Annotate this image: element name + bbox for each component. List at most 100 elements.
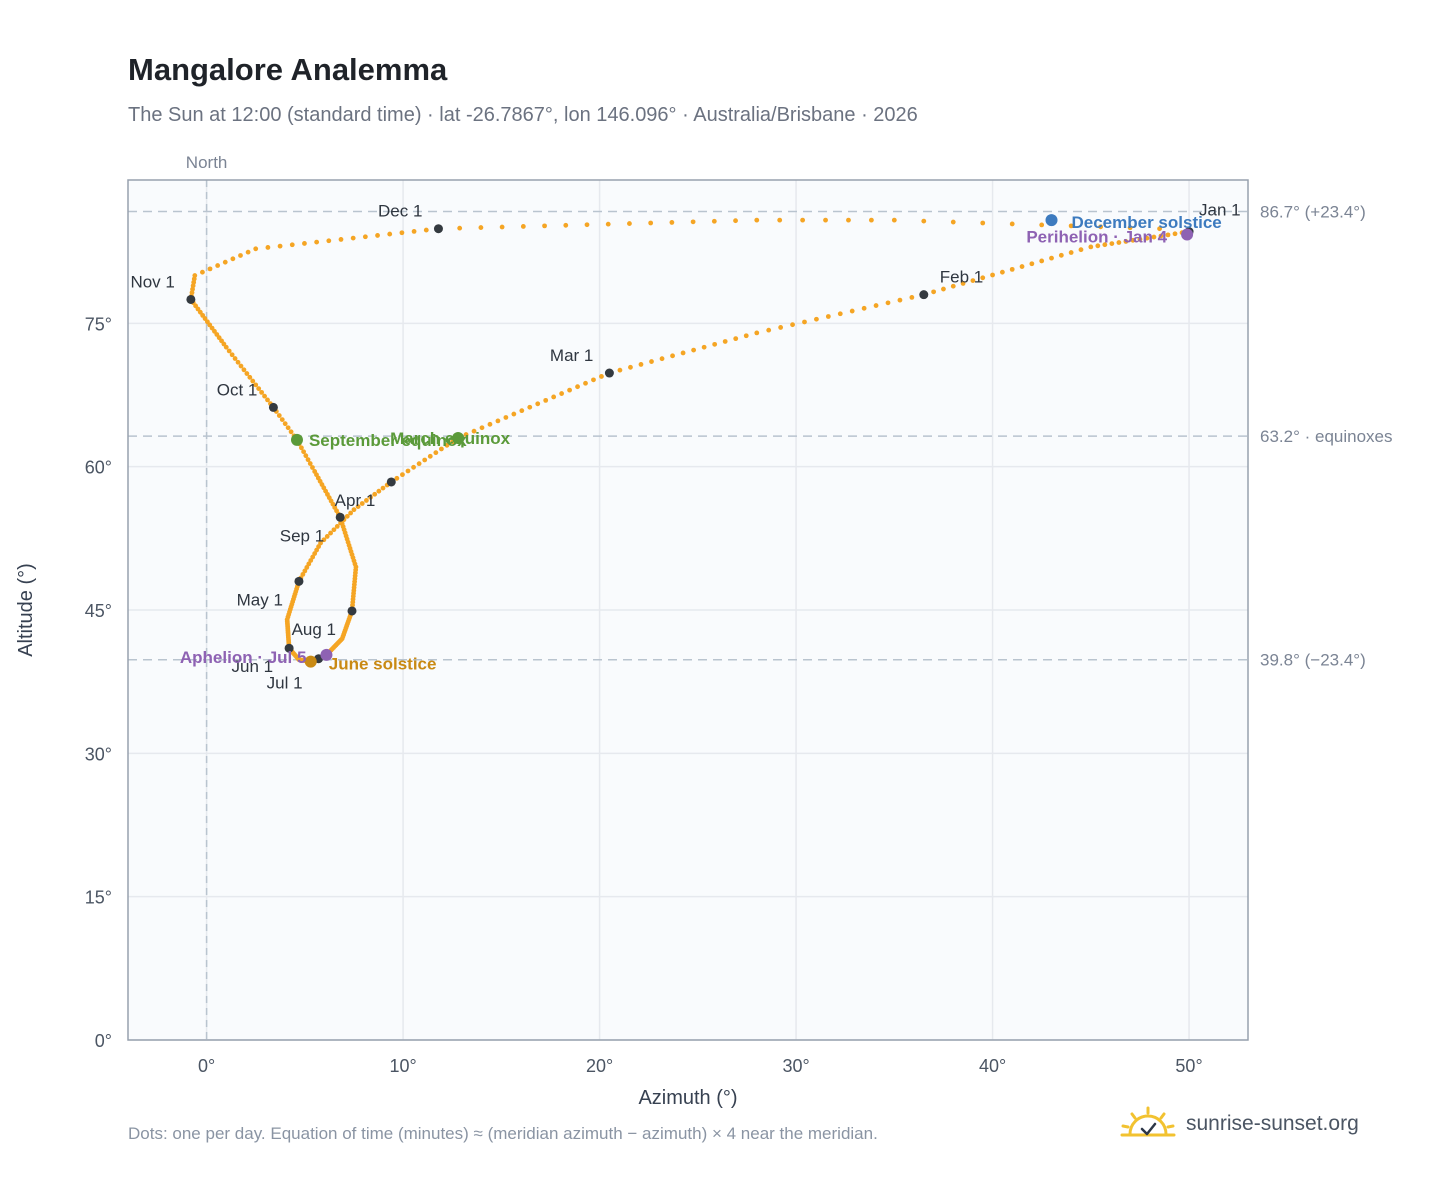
- x-tick-label: 0°: [198, 1056, 215, 1076]
- month-marker: [294, 576, 304, 586]
- daily-sun-dot: [733, 218, 738, 224]
- daily-sun-dot: [1098, 224, 1104, 230]
- daily-sun-dot: [400, 472, 405, 478]
- daily-sun-dot: [711, 218, 717, 224]
- y-tick-label: 60°: [85, 458, 112, 478]
- daily-sun-dot: [837, 311, 843, 317]
- daily-sun-dot: [733, 336, 739, 342]
- daily-sun-dot: [1009, 221, 1015, 227]
- daily-sun-dot: [376, 488, 382, 494]
- daily-sun-dot: [307, 461, 313, 466]
- daily-sun-dot: [265, 397, 270, 403]
- daily-sun-dot: [778, 325, 784, 330]
- daily-sun-dot: [253, 246, 259, 252]
- daily-sun-dot: [638, 362, 644, 367]
- daily-sun-dot: [279, 417, 285, 423]
- daily-sun-dot: [302, 241, 307, 246]
- daily-sun-dot: [1068, 223, 1074, 229]
- daily-sun-dot: [669, 220, 675, 225]
- daily-sun-dot: [520, 224, 526, 229]
- daily-sun-dot: [885, 300, 891, 306]
- daily-sun-dot: [1151, 234, 1157, 240]
- daily-sun-dot: [230, 256, 236, 262]
- daily-sun-dot: [691, 347, 697, 353]
- daily-sun-dot: [372, 491, 378, 497]
- daily-sun-dot: [584, 222, 590, 228]
- daily-sun-dot: [1039, 222, 1045, 228]
- daily-sun-dot: [411, 229, 417, 234]
- daily-sun-dot: [359, 501, 365, 506]
- month-label: May 1: [237, 590, 283, 609]
- daily-sun-dot: [321, 537, 327, 543]
- daily-sun-dot: [422, 457, 428, 463]
- daily-sun-dot: [324, 534, 330, 539]
- daily-sun-dot: [1102, 242, 1108, 248]
- x-tick-label: 30°: [782, 1056, 809, 1076]
- daily-sun-dot: [897, 297, 903, 303]
- month-marker: [186, 294, 196, 304]
- y-tick-label: 45°: [85, 601, 112, 621]
- event-label: Perihelion · Jan 4: [1026, 227, 1167, 246]
- daily-sun-dot: [387, 231, 393, 237]
- daily-sun-dot: [232, 356, 238, 361]
- daily-sun-dot: [288, 429, 294, 435]
- daily-sun-dot: [265, 245, 271, 250]
- daily-sun-dot: [1095, 243, 1101, 249]
- daily-sun-dot: [499, 224, 505, 230]
- daily-sun-dot: [1116, 240, 1122, 245]
- daily-sun-dot: [1049, 255, 1054, 261]
- event-label: March equinox: [390, 429, 511, 448]
- daily-sun-dot: [314, 239, 320, 245]
- event-label: Aphelion · Jul 5: [180, 648, 307, 667]
- daily-sun-dot: [375, 233, 380, 238]
- daily-sun-dot: [1123, 239, 1129, 244]
- daily-sun-dot: [433, 450, 439, 456]
- daily-sun-dot: [825, 314, 831, 319]
- daily-sun-dot: [980, 220, 986, 226]
- daily-sun-dot: [1157, 226, 1162, 232]
- month-marker: [284, 643, 294, 653]
- daily-sun-dot: [351, 507, 357, 513]
- daily-sun-dot: [394, 475, 400, 481]
- daily-sun-dot: [1144, 235, 1150, 241]
- daily-sun-dot: [299, 445, 304, 451]
- month-label: Aug 1: [292, 620, 336, 639]
- daily-sun-dot: [1029, 261, 1035, 267]
- month-label: Mar 1: [550, 346, 593, 365]
- daily-sun-dot: [262, 393, 267, 399]
- month-marker: [433, 224, 443, 234]
- daily-sun-dot: [444, 442, 450, 448]
- daily-sun-dot: [355, 504, 361, 509]
- daily-sun-dot: [1109, 241, 1115, 247]
- daily-sun-dot: [909, 294, 915, 300]
- daily-sun-dot: [399, 230, 405, 236]
- daily-sun-dot: [1009, 266, 1015, 272]
- daily-sun-dot: [244, 371, 250, 376]
- x-tick-label: 10°: [389, 1056, 416, 1076]
- daily-sun-dot: [479, 425, 485, 431]
- daily-sun-dot: [487, 421, 493, 427]
- y-tick-label: 75°: [85, 314, 112, 334]
- daily-sun-dot: [344, 513, 350, 519]
- daily-sun-dot: [970, 278, 976, 284]
- daily-sun-dot: [247, 374, 253, 380]
- daily-sun-dot: [754, 217, 760, 223]
- daily-sun-dot: [999, 269, 1005, 275]
- daily-sun-dot: [690, 219, 696, 225]
- daily-sun-dot: [411, 464, 416, 470]
- daily-sun-dot: [1158, 233, 1164, 239]
- month-marker: [347, 606, 357, 616]
- chart-title: Mangalore Analemma: [128, 52, 448, 87]
- daily-sun-dot: [868, 217, 874, 223]
- daily-sun-dot: [921, 218, 927, 224]
- daily-sun-dot: [226, 348, 232, 354]
- daily-sun-dot: [712, 341, 718, 347]
- brand-link[interactable]: sunrise-sunset.org: [1120, 1102, 1359, 1146]
- daily-sun-dot: [527, 404, 533, 410]
- daily-sun-dot: [628, 364, 633, 370]
- daily-sun-dot: [250, 378, 256, 384]
- daily-sun-dot: [277, 243, 283, 249]
- daily-sun-dot: [222, 259, 228, 265]
- daily-sun-dot: [463, 432, 469, 437]
